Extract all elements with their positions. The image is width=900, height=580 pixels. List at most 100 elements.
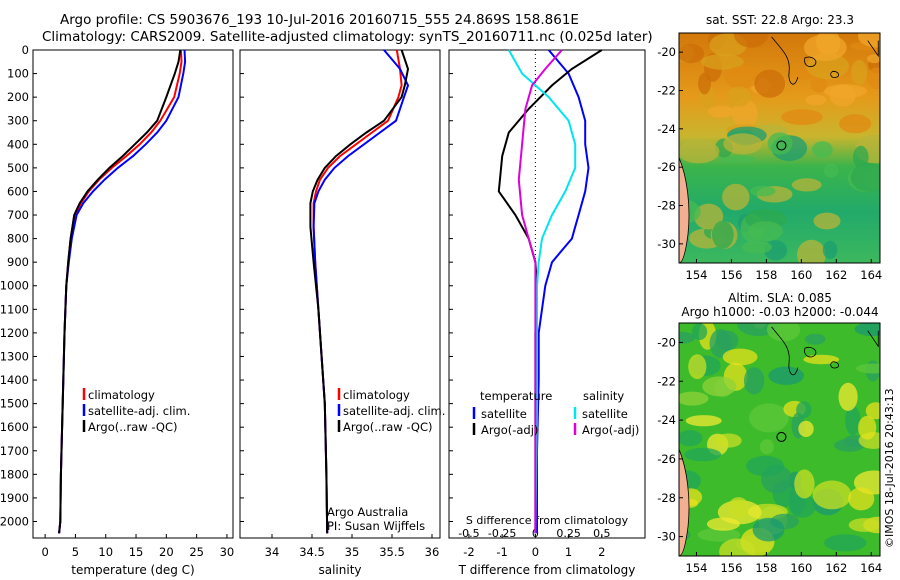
map-texture-blob xyxy=(789,494,816,518)
map-texture-blob xyxy=(715,433,742,448)
sla-map: Altim. SLA: 0.085 Argo h1000: -0.03 h200… xyxy=(657,291,882,575)
map-texture-blob xyxy=(723,133,763,155)
x-tick-label: 158 xyxy=(755,561,777,575)
series-line xyxy=(536,49,590,534)
x-tick-label: 10 xyxy=(98,545,113,559)
x-tick-label: -1 xyxy=(496,545,507,559)
map-texture-blob xyxy=(698,72,711,95)
map-texture-blob xyxy=(749,185,776,197)
legend-label: satellite xyxy=(481,407,527,421)
reef-contour xyxy=(867,330,879,348)
map-texture-blob xyxy=(679,331,696,344)
map-texture-blob xyxy=(697,527,741,542)
x-tick-label: 5 xyxy=(72,545,79,559)
x-tick-label: 160 xyxy=(790,268,812,282)
y-tick-label: 900 xyxy=(7,255,29,269)
x-tick-label: 154 xyxy=(686,561,708,575)
map-texture-blob xyxy=(679,430,703,447)
map-texture-blob xyxy=(728,497,749,519)
map-texture-blob xyxy=(694,203,724,230)
map-texture-blob xyxy=(812,141,833,158)
map-texture-blob xyxy=(850,162,880,192)
map-texture-blob xyxy=(839,114,872,134)
y-tick-label: -28 xyxy=(657,199,676,213)
y-tick-label: -22 xyxy=(657,84,676,98)
y-tick-label: 400 xyxy=(7,137,29,151)
map-texture-blob xyxy=(733,33,769,48)
x-tick-label: 0 xyxy=(41,545,48,559)
x-tick-label: 15 xyxy=(129,545,144,559)
legend-group-title: salinity xyxy=(583,389,624,403)
x-tick-label: 158 xyxy=(755,268,777,282)
annotation-text: Argo Australia xyxy=(327,505,408,519)
salinity-panel: 34 34.5 35 35.5 36 salinity climatology satelli… xyxy=(239,49,445,577)
y-tick-label: 700 xyxy=(7,208,29,222)
y-tick-label: -20 xyxy=(657,45,676,59)
x-tick-label: 2 xyxy=(598,545,605,559)
reef-contour xyxy=(804,56,817,68)
reef-contour xyxy=(867,40,879,58)
reef-contour xyxy=(771,326,799,376)
float-marker xyxy=(776,431,787,443)
annotation-text: PI: Susan Wijffels xyxy=(327,519,425,533)
map-texture-blob xyxy=(679,43,705,64)
legend-label: climatology xyxy=(343,388,410,402)
x-tick-label: 156 xyxy=(720,268,742,282)
y-tick-label: 800 xyxy=(7,232,29,246)
map-texture-blob xyxy=(679,391,709,406)
y-tick-label: 1300 xyxy=(0,349,29,363)
x-tick-label: 162 xyxy=(825,561,847,575)
map-texture-blob xyxy=(848,518,880,532)
x-tick-label-top: 0.25 xyxy=(556,527,581,540)
legend-label: satellite xyxy=(582,407,628,421)
x-tick-label: 34 xyxy=(265,545,280,559)
reef-contour xyxy=(830,361,840,369)
map-texture-blob xyxy=(711,220,734,249)
map-texture-blob xyxy=(722,183,750,211)
x-tick-label-top: -0.5 xyxy=(458,527,479,540)
y-tick-label: 1500 xyxy=(0,397,29,411)
map-texture-blob xyxy=(743,367,765,395)
legend-group-title: temperature xyxy=(480,389,552,403)
y-tick-label: 500 xyxy=(7,161,29,175)
map-frame xyxy=(678,322,881,557)
y-tick-label: -26 xyxy=(657,452,676,466)
y-tick-label: 1400 xyxy=(0,373,29,387)
x-axis-label: salinity xyxy=(318,563,361,577)
map-texture-blob xyxy=(726,86,751,107)
map-texture-blob xyxy=(822,240,838,259)
reef-contour xyxy=(830,70,840,78)
map-texture-blob xyxy=(707,105,735,118)
x-tick-label: 1 xyxy=(565,545,572,559)
x-tick-label-top: 0.5 xyxy=(593,527,611,540)
map-texture-blob xyxy=(748,221,783,242)
map-texture-blob xyxy=(855,363,880,374)
map-texture-blob xyxy=(725,66,759,89)
sst-map: sat. SST: 22.8 Argo: 23.3 154 156 158 160 16… xyxy=(657,13,882,282)
map-texture-blob xyxy=(791,178,822,192)
map-texture-blob xyxy=(848,487,875,511)
map-texture-blob xyxy=(692,323,708,341)
series-line xyxy=(507,49,577,534)
y-tick-label: 100 xyxy=(7,67,29,81)
coastline-land xyxy=(678,157,690,264)
map-texture-blob xyxy=(804,333,826,345)
map-texture-blob xyxy=(702,376,737,397)
map-texture-blob xyxy=(812,480,852,510)
x-axis-label-top: S difference from climatology xyxy=(466,514,629,527)
x-tick-label: 0 xyxy=(532,545,539,559)
map-texture-blob xyxy=(803,354,840,365)
x-tick-label: 35.5 xyxy=(379,545,405,559)
map-texture-blob xyxy=(858,33,880,48)
y-tick-label: 200 xyxy=(7,90,29,104)
map-texture-blob xyxy=(798,420,814,437)
map-texture-blob xyxy=(767,132,793,155)
y-tick-label: -22 xyxy=(657,374,676,388)
map-texture-blob xyxy=(768,366,804,385)
x-tick-label: 154 xyxy=(686,268,708,282)
map-texture-blob xyxy=(685,415,722,427)
reef-contour xyxy=(804,346,817,358)
sla-map-subtitle: Argo h1000: -0.03 h2000: -0.044 xyxy=(681,305,878,319)
map-texture-blob xyxy=(867,54,880,64)
map-texture-blob xyxy=(684,447,722,462)
